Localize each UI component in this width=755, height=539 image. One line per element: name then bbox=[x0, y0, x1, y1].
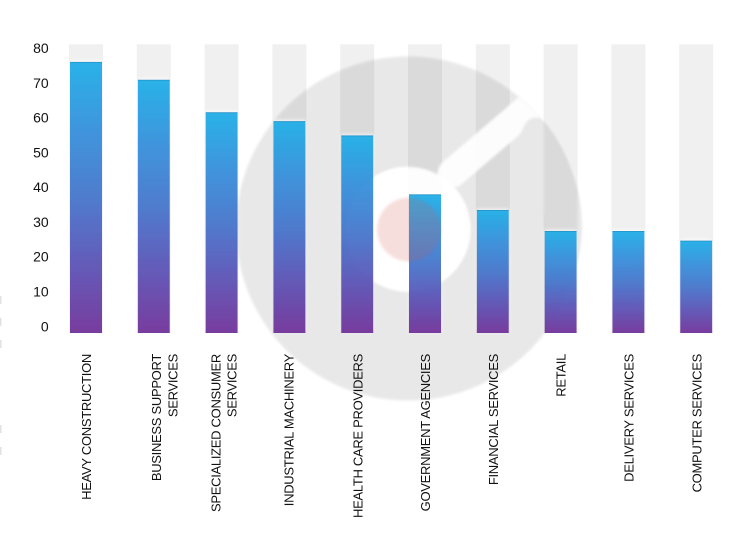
svg-text:40: 40 bbox=[33, 179, 49, 195]
svg-text:COMPUTER SERVICES: COMPUTER SERVICES bbox=[689, 353, 704, 492]
svg-text:RETAIL: RETAIL bbox=[554, 354, 569, 397]
svg-text:HEAVY CONSTRUCTION: HEAVY CONSTRUCTION bbox=[79, 354, 94, 500]
svg-text:60: 60 bbox=[33, 110, 49, 126]
svg-text:30: 30 bbox=[33, 214, 49, 230]
svg-text:GOVERNMENT AGENCIES: GOVERNMENT AGENCIES bbox=[418, 353, 433, 511]
svg-text:BUSINESS SUPPORTSERVICES: BUSINESS SUPPORTSERVICES bbox=[149, 353, 180, 481]
svg-text:80: 80 bbox=[33, 40, 49, 56]
svg-text:0: 0 bbox=[41, 318, 49, 334]
svg-text:FINANCIAL SERVICES: FINANCIAL SERVICES bbox=[486, 353, 501, 485]
svg-text:DELIVERY SERVICES: DELIVERY SERVICES bbox=[622, 353, 637, 481]
svg-text:SPECIALIZED CONSUMERSERVICES: SPECIALIZED CONSUMERSERVICES bbox=[208, 353, 239, 512]
svg-text:20: 20 bbox=[33, 249, 49, 265]
svg-text:10: 10 bbox=[33, 284, 49, 300]
svg-text:70: 70 bbox=[33, 75, 49, 91]
svg-text:50: 50 bbox=[33, 144, 49, 160]
svg-text:HEALTH CARE PROVIDERS: HEALTH CARE PROVIDERS bbox=[350, 353, 365, 518]
svg-text:INDUSTRIAL MACHINERY: INDUSTRIAL MACHINERY bbox=[281, 353, 296, 506]
